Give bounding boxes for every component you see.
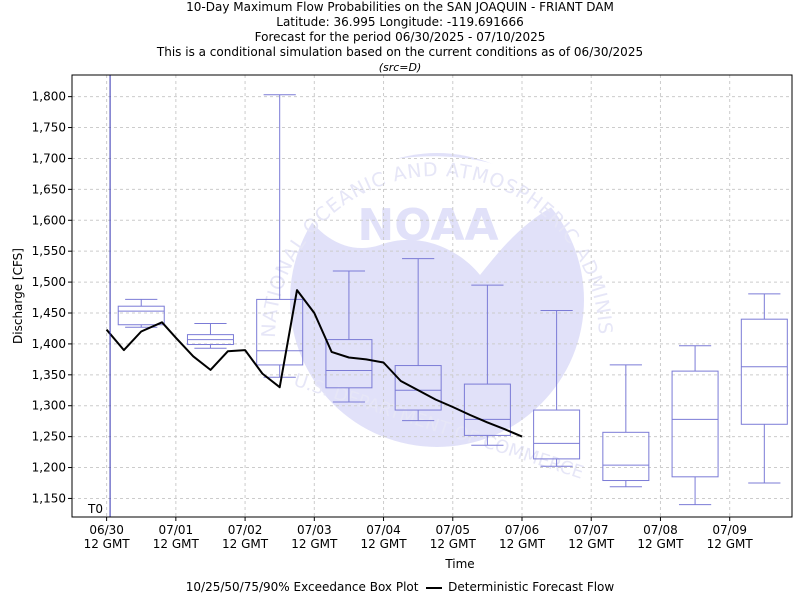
y-tick-label: 1,750	[32, 121, 66, 135]
x-tick-label-time: 12 GMT	[707, 537, 754, 551]
y-axis-title: Discharge [CFS]	[11, 248, 25, 344]
x-tick-label-time: 12 GMT	[360, 537, 407, 551]
noaa-logo-gull-shape	[300, 156, 555, 275]
x-tick-label-time: 12 GMT	[153, 537, 200, 551]
chart-subtitle-location: Latitude: 36.995 Longitude: -119.691666	[276, 15, 524, 29]
box-plot	[533, 310, 581, 467]
y-tick-label: 1,650	[32, 182, 66, 196]
y-tick-label: 1,500	[32, 275, 66, 289]
legend-line-swatch	[426, 586, 443, 589]
chart-legend: 10/25/50/75/90% Exceedance Box Plot Dete…	[0, 580, 800, 594]
y-tick-label: 1,150	[32, 491, 66, 505]
chart-title: 10-Day Maximum Flow Probabilities on the…	[186, 0, 614, 14]
deterministic-forecast-line	[105, 289, 523, 438]
y-tick-label: 1,250	[32, 430, 66, 444]
legend-deterministic-label: Deterministic Forecast Flow	[448, 580, 615, 594]
y-tick-label: 1,200	[32, 461, 66, 475]
chart-subtitle-period: Forecast for the period 06/30/2025 - 07/…	[254, 30, 546, 44]
box-plot	[740, 293, 788, 484]
noaa-watermark: NOAA NATIONAL OCEANIC AND ATMOSPHERIC AD…	[0, 0, 615, 484]
x-tick-label-time: 12 GMT	[222, 537, 269, 551]
x-tick-label-date: 07/09	[712, 523, 747, 537]
box-iqr	[740, 318, 788, 425]
t0-label: T0	[87, 502, 103, 516]
box-plot	[671, 345, 719, 506]
box-iqr	[256, 298, 304, 366]
x-tick-label-date: 06/30	[89, 523, 124, 537]
box-iqr	[671, 370, 719, 478]
x-tick-label-time: 12 GMT	[430, 537, 477, 551]
box-iqr	[533, 409, 581, 460]
box-plot	[256, 94, 304, 378]
x-tick-label-date: 07/02	[228, 523, 263, 537]
deterministic-series	[105, 289, 523, 438]
x-tick-label-date: 07/05	[435, 523, 470, 537]
y-tick-label: 1,300	[32, 399, 66, 413]
x-tick-label-date: 07/06	[505, 523, 540, 537]
y-tick-label: 1,550	[32, 244, 66, 258]
x-axis-title: Time	[444, 557, 474, 571]
box-iqr	[117, 305, 165, 326]
x-tick-label-time: 12 GMT	[568, 537, 615, 551]
box-plots	[117, 94, 788, 506]
box-iqr	[602, 431, 650, 482]
box-iqr	[325, 339, 373, 389]
x-tick-label-date: 07/03	[297, 523, 332, 537]
box-plot	[463, 284, 511, 446]
box-plot	[394, 258, 442, 422]
legend-box-plot-label: 10/25/50/75/90% Exceedance Box Plot	[185, 580, 419, 594]
x-tick-label-time: 12 GMT	[291, 537, 338, 551]
box-plot	[602, 364, 650, 488]
box-plot	[186, 323, 234, 349]
box-plot	[325, 270, 373, 403]
box-iqr	[394, 365, 442, 411]
x-tick-label-time: 12 GMT	[499, 537, 546, 551]
y-tick-label: 1,800	[32, 90, 66, 104]
noaa-logo-text: NOAA	[357, 200, 498, 251]
x-tick-label-time: 12 GMT	[84, 537, 131, 551]
x-tick-label-date: 07/08	[643, 523, 678, 537]
y-tick-label: 1,600	[32, 213, 66, 227]
y-tick-label: 1,350	[32, 368, 66, 382]
x-tick-label-date: 07/07	[574, 523, 609, 537]
y-tick-label: 1,400	[32, 337, 66, 351]
plot-frame	[71, 74, 793, 518]
x-tick-label-date: 07/01	[159, 523, 194, 537]
chart-title-block: 10-Day Maximum Flow Probabilities on the…	[0, 0, 800, 75]
chart-subtitle-conditions: This is a conditional simulation based o…	[156, 45, 644, 59]
chart-subtitle-source: (src=D)	[378, 61, 422, 74]
y-tick-label: 1,700	[32, 151, 66, 165]
y-tick-label: 1,450	[32, 306, 66, 320]
x-tick-label-time: 12 GMT	[637, 537, 684, 551]
x-tick-label-date: 07/04	[366, 523, 401, 537]
axes: 1,150 1,200 1,250 1,300 1,350 1,400 1,450 1,500…	[11, 74, 793, 571]
box-iqr	[463, 383, 511, 436]
grid-lines	[72, 75, 792, 517]
